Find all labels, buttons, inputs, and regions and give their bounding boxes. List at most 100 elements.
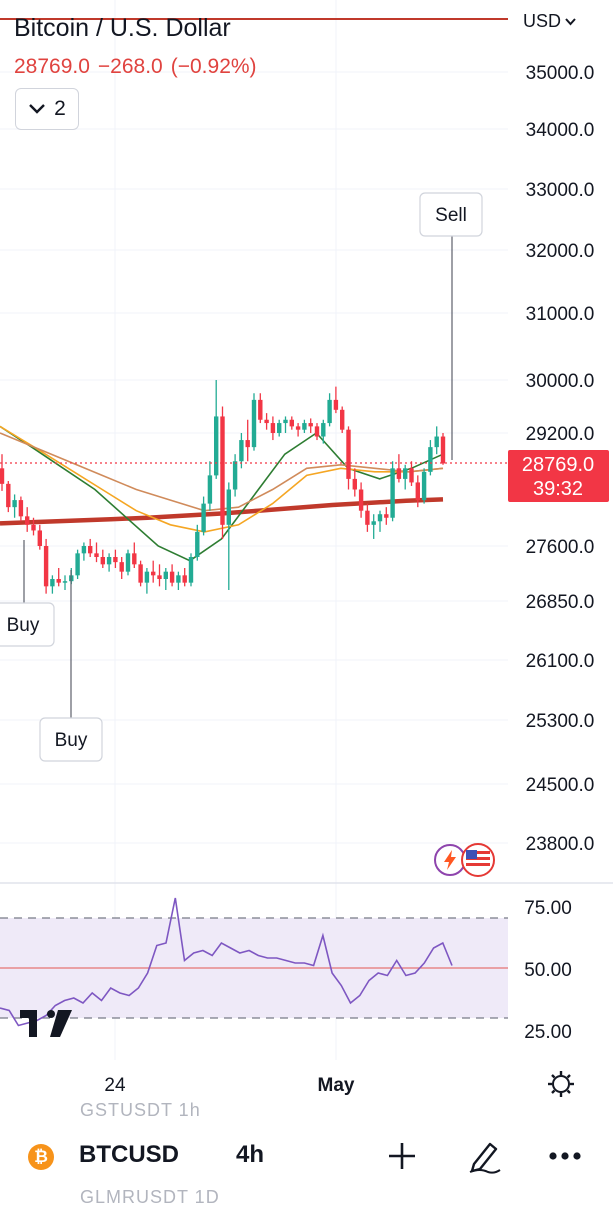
currency-selector[interactable]: USD [523, 11, 576, 32]
candle [31, 517, 36, 536]
svg-text:39:32: 39:32 [533, 478, 583, 500]
candle [226, 482, 231, 590]
candle [43, 538, 49, 594]
time-tick-label: May [318, 1075, 355, 1096]
candle [220, 406, 225, 539]
price-tick-label: 34000.0 [526, 120, 595, 141]
candle [314, 423, 320, 441]
sell-marker[interactable]: Sell [419, 192, 483, 460]
candle [207, 461, 213, 511]
candle [100, 549, 105, 568]
price-tick-label: 24500.0 [526, 775, 595, 796]
pencil-icon[interactable] [464, 1136, 504, 1176]
currency-label: USD [523, 11, 562, 31]
candle [377, 510, 383, 532]
price-tick-label: 35000.0 [526, 63, 595, 84]
symbol-button[interactable]: BTCUSD [79, 1141, 179, 1168]
candle [270, 416, 276, 441]
candle [56, 568, 61, 587]
us-flag-icon[interactable] [461, 843, 495, 877]
candle [258, 393, 263, 424]
candle [396, 454, 402, 483]
candle [188, 553, 194, 587]
candle [106, 553, 112, 572]
candle [327, 393, 332, 427]
candle [25, 507, 30, 532]
interval-button[interactable]: 4h [236, 1141, 265, 1168]
buy-marker[interactable]: Buy [39, 570, 103, 762]
candle [119, 557, 124, 579]
candle [94, 542, 99, 563]
time-tick-label: 24 [104, 1075, 126, 1096]
candle [169, 564, 175, 587]
candle [125, 549, 131, 576]
candle [75, 549, 80, 579]
rsi-line [0, 897, 453, 1027]
candle [302, 419, 307, 433]
candle [132, 542, 137, 568]
price-tick-label: 31000.0 [526, 304, 595, 325]
candle [157, 564, 162, 587]
indicators-toggle-button[interactable]: 2 [15, 88, 79, 130]
candle [421, 468, 427, 504]
rsi-tick-label: 50.00 [524, 960, 572, 981]
chevron-down-icon [29, 104, 46, 114]
rsi-pane [0, 897, 508, 1027]
candle [182, 568, 187, 587]
price-quote: 28769.0 −268.0 (−0.92%) [14, 55, 265, 79]
marker-label: Sell [435, 205, 467, 226]
candle [415, 475, 420, 508]
price-tick-label: 32000.0 [526, 241, 595, 262]
candle [251, 393, 257, 451]
grid-lines [0, 0, 508, 1060]
bottom-toolbar [0, 1106, 613, 1200]
rsi-tick-label: 25.00 [524, 1022, 572, 1043]
candle [365, 503, 370, 532]
candle [113, 549, 118, 568]
candle [245, 419, 250, 462]
price-tick-label: 25300.0 [526, 711, 595, 732]
candle [283, 416, 288, 433]
candle [390, 461, 395, 522]
trade-markers: Buy Buy Sell [0, 192, 483, 762]
candle [50, 575, 55, 594]
price-tick-label: 30000.0 [526, 371, 595, 392]
lightning-icon[interactable] [434, 844, 466, 876]
candle [358, 482, 364, 518]
current-price-tag: 28769.0 39:32 [508, 450, 609, 502]
candle [409, 461, 414, 486]
candle [18, 496, 24, 522]
indicator-count: 2 [54, 97, 66, 120]
candle [295, 423, 301, 437]
plus-icon[interactable] [382, 1136, 422, 1176]
marker-label: Buy [55, 730, 88, 751]
rsi-tick-label: 75.00 [524, 898, 572, 919]
candle [176, 571, 181, 590]
candle [321, 419, 326, 444]
tradingview-logo [20, 1010, 72, 1037]
candle [440, 433, 446, 465]
ma-line [0, 425, 444, 533]
buy-marker[interactable]: Buy [0, 540, 55, 647]
last-price: 28769.0 [14, 55, 90, 78]
ma-line [0, 425, 444, 562]
candle [88, 538, 93, 557]
bitcoin-icon: ₿ [28, 1144, 54, 1170]
candle [277, 419, 282, 437]
price-change: −268.0 [97, 55, 163, 78]
candle [195, 524, 200, 561]
price-change-pct: (−0.92%) [170, 55, 257, 78]
marker-label: Buy [7, 615, 40, 636]
gear-icon[interactable] [548, 1071, 574, 1097]
price-tick-label: 29200.0 [526, 424, 595, 445]
price-axis: 35000.0 34000.0 33000.0 32000.0 31000.0 30000… [526, 63, 595, 855]
candle [214, 380, 219, 479]
candle [0, 454, 5, 491]
candle [144, 568, 150, 594]
candle [6, 481, 11, 513]
price-tick-label: 23800.0 [526, 834, 595, 855]
more-icon[interactable] [545, 1136, 585, 1176]
candle [403, 464, 408, 490]
ghost-watchlist-item-below: GLMRUSDT 1D [80, 1187, 220, 1207]
